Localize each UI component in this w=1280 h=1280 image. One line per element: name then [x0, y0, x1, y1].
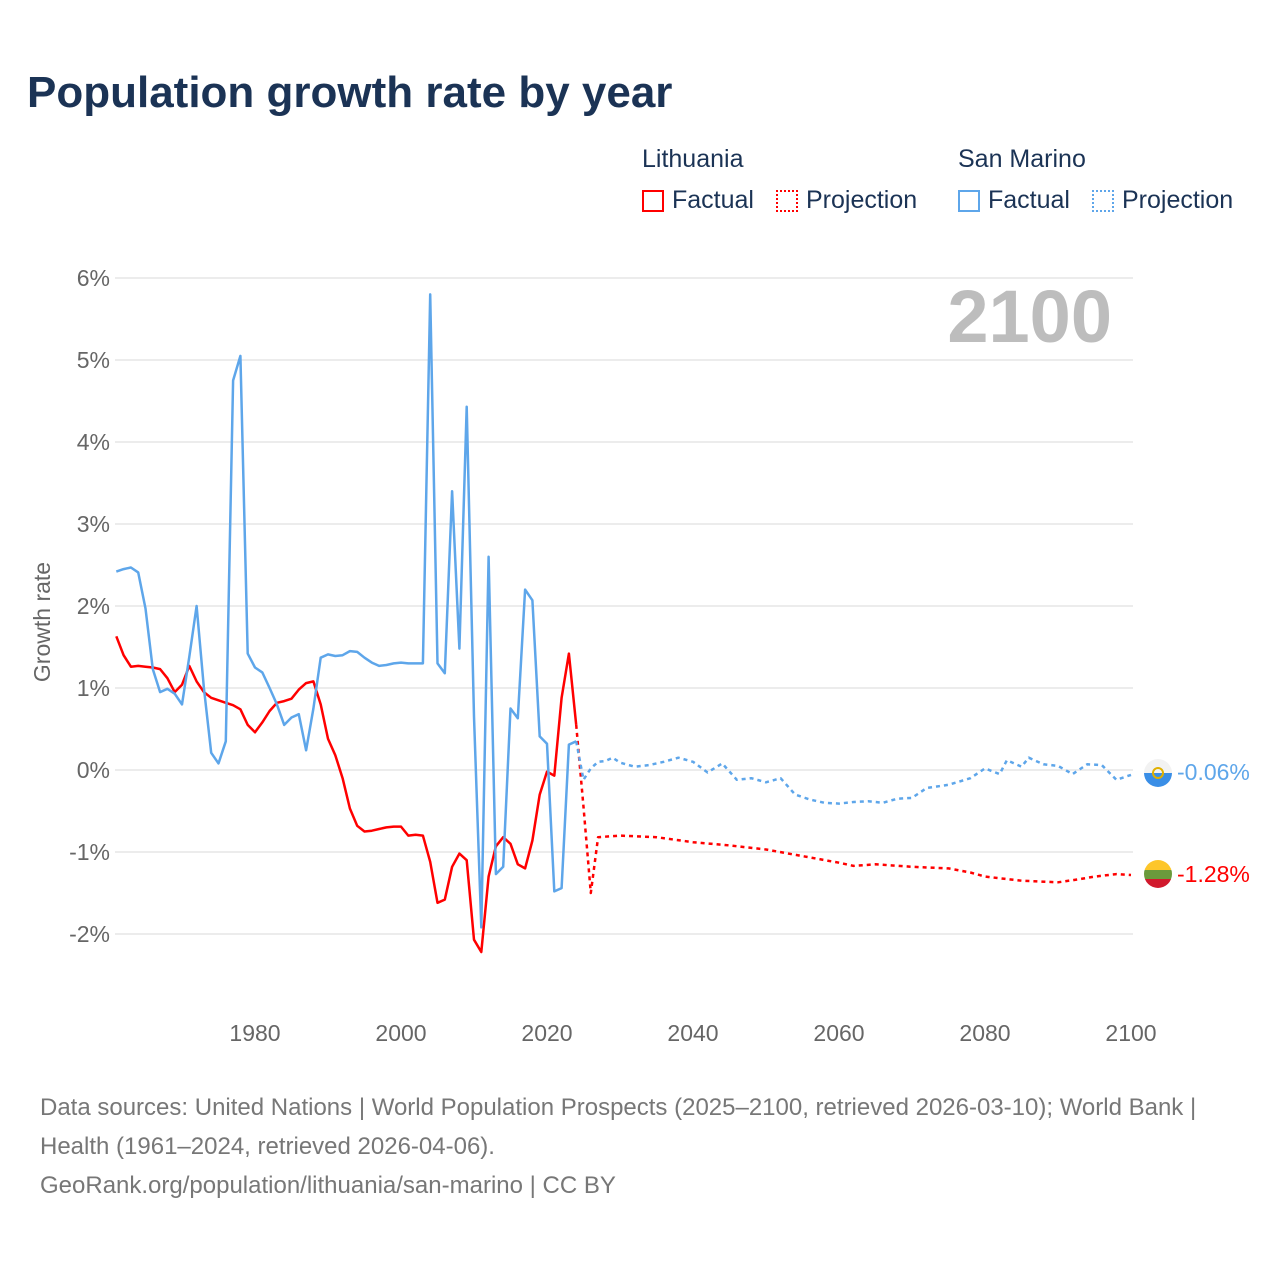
y-tick-label: 4%: [77, 429, 110, 455]
y-tick-label: -1%: [69, 839, 110, 865]
solid-swatch-icon: [958, 189, 980, 212]
series-line-san-marino-factual: [115, 293, 577, 929]
legend-san-marino-projection[interactable]: Projection: [1092, 186, 1233, 215]
x-tick-label: 2100: [1105, 1020, 1156, 1046]
legend-label: Projection: [1122, 186, 1234, 214]
lithuania-flag-icon: [1144, 860, 1172, 888]
legend-label: Factual: [988, 186, 1070, 214]
san-marino-end-label: -0.06%: [1177, 759, 1250, 785]
dotted-swatch-icon: [776, 189, 798, 212]
legend-group-san-marino: San Marino: [958, 145, 1086, 173]
lithuania-end-label: -1.28%: [1177, 861, 1250, 887]
y-tick-label: 6%: [77, 265, 110, 291]
footer: Data sources: United Nations | World Pop…: [40, 1088, 1240, 1205]
data-sources: Data sources: United Nations | World Pop…: [40, 1094, 1197, 1160]
y-tick-label: 3%: [77, 511, 110, 537]
y-tick-label: 0%: [77, 757, 110, 783]
legend-label: Projection: [806, 186, 918, 214]
series-line-lithuania-projection: [574, 724, 1132, 895]
x-tick-label: 2000: [375, 1020, 426, 1046]
line-chart: -2% -1% 0% 1% 2% 3% 4% 5% 6% 1980 2000 2020 2040 2060…: [29, 265, 1250, 1046]
y-tick-label: 1%: [77, 675, 110, 701]
x-tick-label: 2060: [813, 1020, 864, 1046]
x-tick-label: 1980: [229, 1020, 280, 1046]
legend-lithuania-projection[interactable]: Projection: [776, 186, 917, 215]
san-marino-flag-icon: [1144, 759, 1172, 787]
dotted-swatch-icon: [1092, 189, 1114, 212]
series-line-san-marino-projection: [574, 741, 1132, 805]
x-tick-label: 2040: [667, 1020, 718, 1046]
solid-swatch-icon: [642, 189, 664, 212]
legend-label: Factual: [672, 186, 754, 214]
source-link[interactable]: GeoRank.org/population/lithuania/san-mar…: [40, 1172, 616, 1199]
year-watermark: 2100: [947, 275, 1112, 358]
y-tick-label: 2%: [77, 593, 110, 619]
legend-lithuania-factual[interactable]: Factual: [642, 186, 754, 215]
y-axis-label: Growth rate: [29, 562, 55, 682]
chart-title: Population growth rate by year: [27, 68, 673, 117]
legend-san-marino-factual[interactable]: Factual: [958, 186, 1070, 215]
y-tick-label: -2%: [69, 921, 110, 947]
y-tick-label: 5%: [77, 347, 110, 373]
series-line-lithuania-factual: [115, 635, 578, 954]
x-tick-label: 2080: [959, 1020, 1010, 1046]
legend-group-lithuania: Lithuania: [642, 145, 744, 173]
x-tick-label: 2020: [521, 1020, 572, 1046]
